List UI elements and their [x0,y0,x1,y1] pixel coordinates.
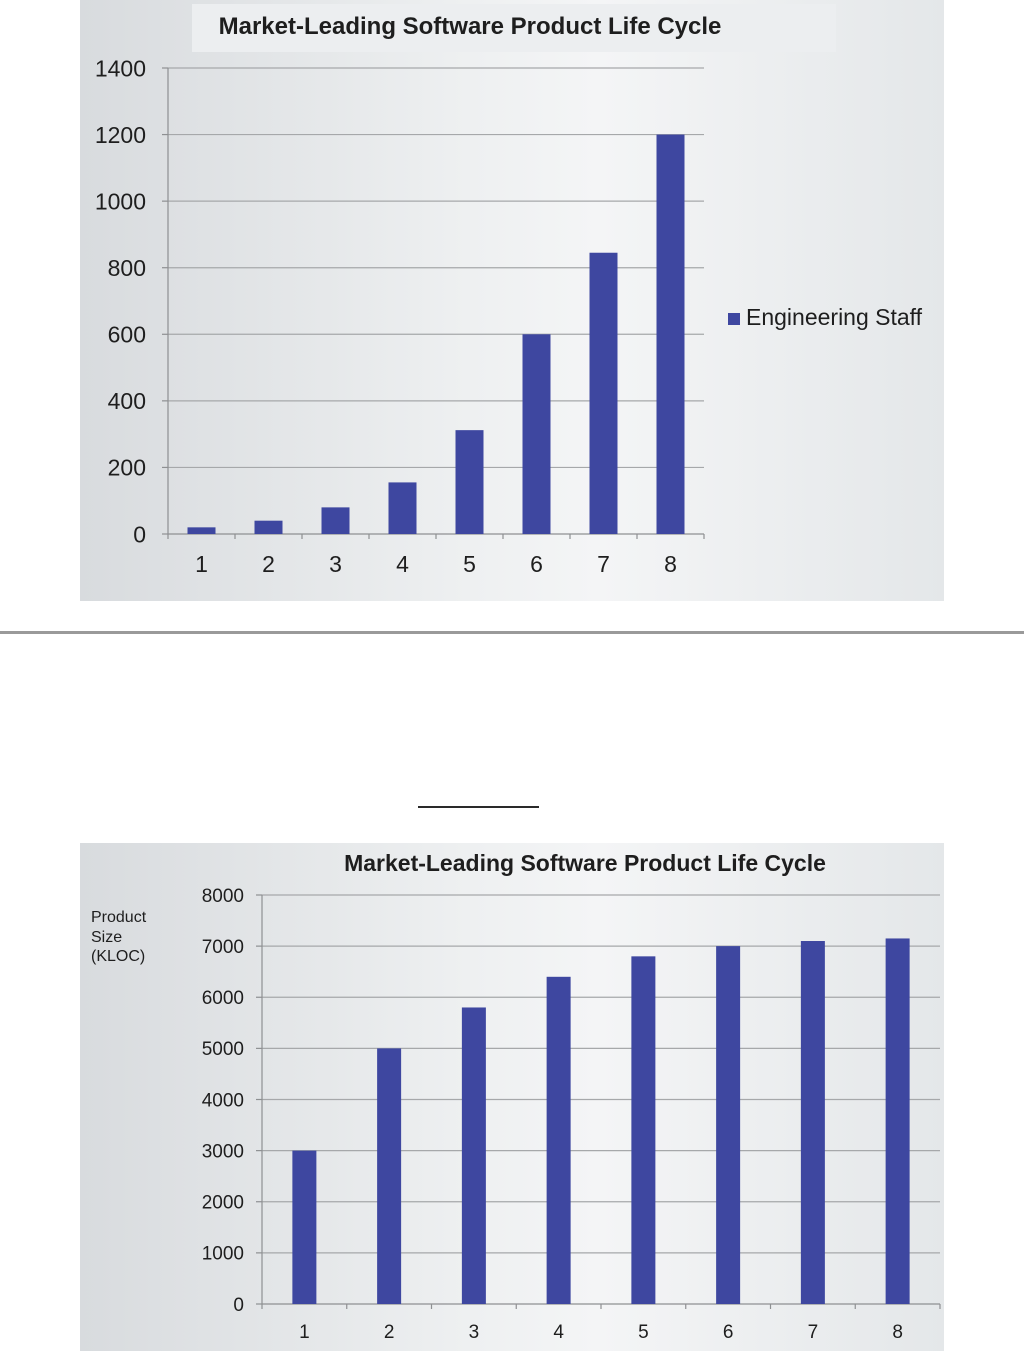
chart-2-title: Market-Leading Software Product Life Cyc… [344,850,826,876]
legend-swatch [728,313,740,325]
chart-1-svg: Market-Leading Software Product Life Cyc… [95,4,923,577]
chart-2-svg: Market-Leading Software Product Life Cyc… [202,850,941,1343]
bar [388,482,417,534]
bar [885,938,910,1304]
x-tick-label: 5 [638,1322,649,1343]
bar [589,252,618,534]
bar [522,334,551,534]
chart-engineering-staff: Market-Leading Software Product Life Cyc… [80,0,944,601]
x-tick-label: 2 [262,551,275,577]
bar [187,527,216,534]
bar [546,976,571,1304]
x-tick-label: 7 [597,551,610,577]
x-tick-label: 3 [469,1322,480,1343]
chart-2-ylabel: Product Size (KLOC) [91,909,147,965]
y-tick-label: 200 [108,455,146,481]
x-tick-label: 2 [384,1322,395,1343]
y-tick-label: 1200 [95,122,146,148]
bar [631,956,656,1304]
bar [461,1007,486,1304]
y-tick-label: 0 [133,521,146,547]
bar [716,946,741,1304]
short-rule [418,806,539,808]
x-tick-label: 8 [892,1322,903,1343]
bar [800,941,825,1304]
x-tick-label: 4 [396,551,409,577]
x-tick-label: 5 [463,551,476,577]
y-tick-label: 6000 [202,988,244,1009]
x-tick-label: 1 [195,551,208,577]
x-tick-label: 6 [530,551,543,577]
x-tick-label: 1 [299,1322,310,1343]
chart-product-size: Market-Leading Software Product Life Cyc… [80,843,944,1351]
x-tick-label: 4 [553,1322,564,1343]
section-separator [0,631,1024,634]
chart-1-title-box [192,4,836,52]
bar [455,430,484,534]
y-tick-label: 4000 [202,1090,244,1111]
y-tick-label: 2000 [202,1193,244,1214]
bar [321,507,350,534]
y-tick-label: 3000 [202,1141,244,1162]
bar [254,520,283,534]
y-tick-label: 5000 [202,1039,244,1060]
x-tick-label: 8 [664,551,677,577]
y-tick-label: 400 [108,388,146,414]
y-tick-label: 800 [108,255,146,281]
bar [377,1048,402,1304]
x-tick-label: 7 [808,1322,819,1343]
y-tick-label: 1000 [95,188,146,214]
x-tick-label: 3 [329,551,342,577]
x-tick-label: 6 [723,1322,734,1343]
legend-label: Engineering Staff [746,304,923,330]
y-tick-label: 1400 [95,55,146,81]
y-tick-label: 7000 [202,937,244,958]
bar [656,134,685,535]
y-tick-label: 600 [108,322,146,348]
y-tick-label: 0 [233,1295,244,1316]
y-tick-label: 1000 [202,1244,244,1265]
bar [292,1150,317,1304]
chart-1-title: Market-Leading Software Product Life Cyc… [219,13,722,40]
y-tick-label: 8000 [202,886,244,907]
